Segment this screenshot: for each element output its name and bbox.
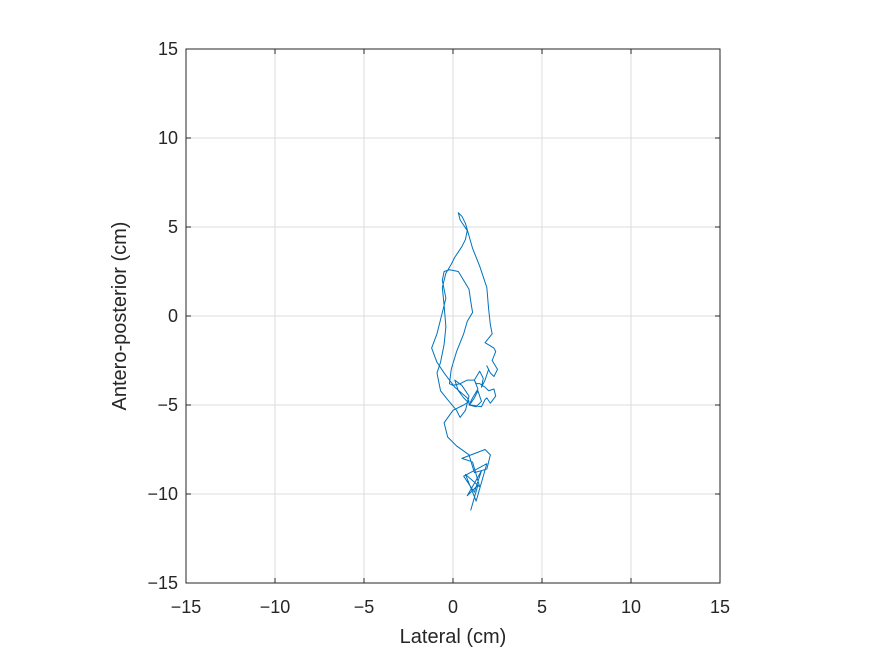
x-tick-label: 5 <box>537 597 547 617</box>
x-tick-label: 0 <box>448 597 458 617</box>
x-tick-labels: −15 −10 −5 0 5 10 15 <box>171 597 730 617</box>
y-tick-label: 0 <box>168 306 178 326</box>
y-tick-label: 10 <box>158 128 178 148</box>
y-axis-label: Antero-posterior (cm) <box>109 222 131 411</box>
x-tick-label: −15 <box>171 597 202 617</box>
y-tick-label: −5 <box>157 395 178 415</box>
series-group <box>431 212 498 511</box>
series-line-1 <box>431 212 498 511</box>
y-tick-labels: −15 −10 −5 0 5 10 15 <box>147 39 178 593</box>
axes-frame <box>185 48 721 584</box>
x-tick-label: −5 <box>354 597 375 617</box>
x-axis-label: Lateral (cm) <box>400 626 507 648</box>
y-tick-label: −10 <box>147 484 178 504</box>
x-tick-label: 10 <box>621 597 641 617</box>
y-tick-label: −15 <box>147 573 178 593</box>
y-tick-label: 15 <box>158 39 178 59</box>
x-tick-label: 15 <box>710 597 730 617</box>
x-tick-label: −10 <box>260 597 291 617</box>
y-tick-label: 5 <box>168 217 178 237</box>
